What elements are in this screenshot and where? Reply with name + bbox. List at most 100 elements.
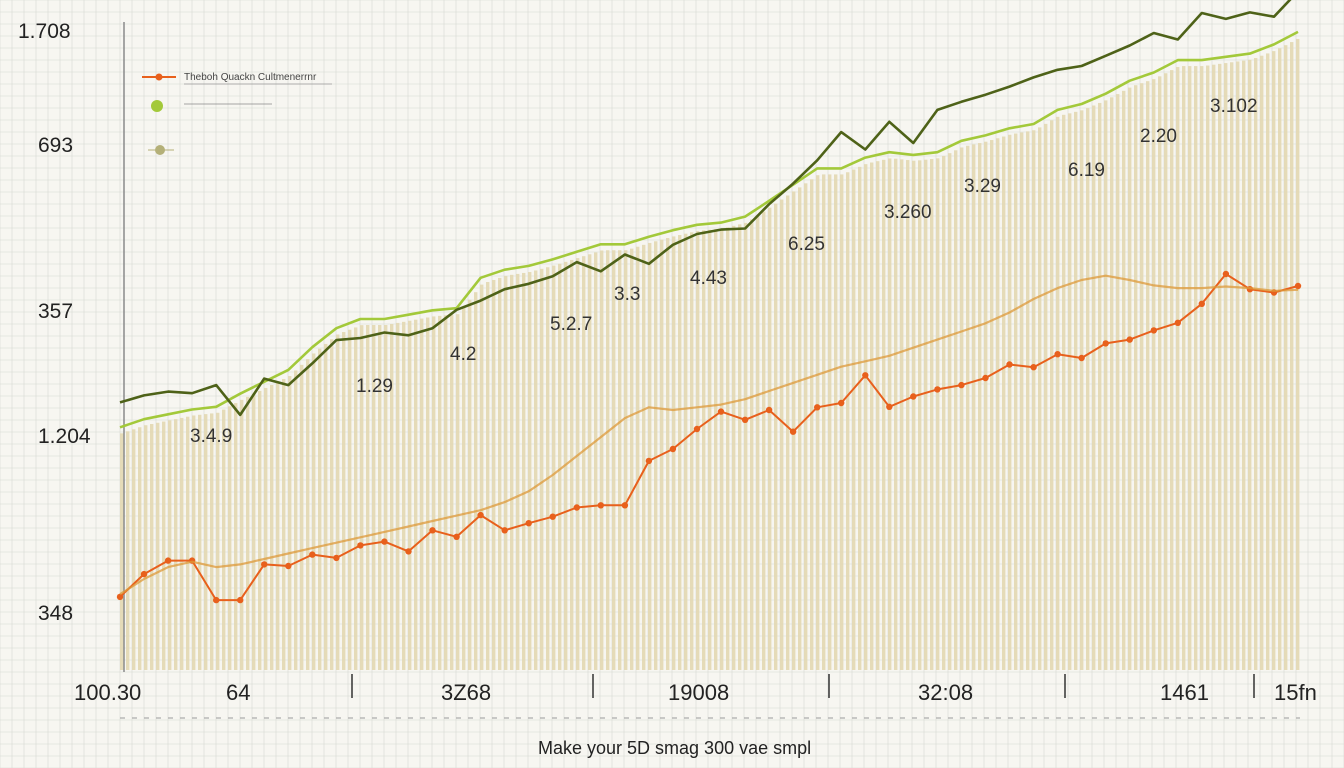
data-point [549, 513, 556, 520]
area-bar [1284, 45, 1288, 670]
data-point [982, 374, 989, 382]
area-bar [900, 159, 904, 670]
area-bar [510, 274, 514, 670]
area-bar [918, 160, 922, 670]
area-bar [888, 158, 892, 671]
area-bar [144, 425, 148, 670]
area-bar [1188, 66, 1192, 671]
area-bar [1266, 53, 1270, 671]
area-bar [714, 229, 718, 670]
area-bar [816, 175, 820, 671]
series-lime [119, 30, 1299, 429]
area-bar [1092, 105, 1096, 671]
area-bar [198, 414, 202, 670]
area-bar [252, 393, 256, 670]
area-bar [474, 292, 478, 670]
series-line-orange-trend [119, 274, 1299, 596]
area-bar [570, 259, 574, 670]
data-point [285, 562, 292, 570]
area-bar [120, 433, 124, 670]
area-bar [1182, 66, 1186, 671]
area-bar [1098, 102, 1102, 671]
data-point [838, 399, 845, 407]
series-orange-trend [119, 274, 1299, 596]
area-bar [504, 275, 508, 670]
data-label: 3.4.9 [190, 426, 232, 447]
area-bar [498, 277, 502, 670]
area-bar [444, 315, 448, 670]
y-tick-label: 348 [38, 602, 73, 625]
data-point [213, 596, 220, 604]
area-bar [984, 141, 988, 671]
data-label: 3.260 [884, 202, 932, 223]
area-bar [648, 242, 652, 670]
area-bar [222, 409, 226, 670]
data-point [789, 428, 797, 435]
data-point [1102, 340, 1109, 347]
area-bar [894, 158, 898, 670]
area-bar [810, 179, 814, 671]
series-orange [116, 270, 1302, 604]
area-bar [972, 144, 976, 671]
area-bar [576, 258, 580, 670]
area-bar [126, 431, 130, 670]
area-bar [384, 325, 388, 670]
x-tick-label: 32:08 [918, 680, 973, 705]
area-bar [582, 256, 586, 670]
area-bar [132, 429, 136, 670]
data-point [501, 527, 508, 534]
data-point [1054, 351, 1061, 358]
area-bar [618, 250, 622, 670]
area-bar [1170, 70, 1174, 671]
area-bar [702, 230, 706, 670]
area-bar [930, 158, 934, 670]
area-bar [138, 427, 142, 670]
area-bar [912, 160, 916, 670]
area-bar [1140, 83, 1144, 671]
area-bar [990, 140, 994, 670]
legend-marker-orange [155, 73, 163, 81]
data-point [1126, 336, 1133, 343]
area-bar [852, 169, 856, 670]
area-bar [1068, 113, 1072, 670]
data-point [669, 445, 677, 453]
area-bar [864, 164, 868, 670]
area-bar [408, 320, 412, 670]
area-bar [636, 246, 640, 670]
area-bar [318, 348, 322, 670]
data-label: 2.20 [1140, 126, 1177, 147]
data-point [1294, 282, 1302, 290]
data-point [693, 425, 701, 433]
data-point [381, 538, 388, 545]
area-bar [726, 227, 730, 670]
data-label: 3.29 [964, 176, 1001, 197]
data-point [405, 548, 412, 555]
area-bar [294, 370, 298, 670]
data-point [1174, 319, 1182, 326]
data-label: 4.43 [690, 268, 727, 289]
x-tick-label: 15fn [1274, 680, 1317, 705]
area-bar [1212, 64, 1216, 670]
data-point [621, 502, 629, 509]
legend: Theboh Quackn Cultmenerrnr [142, 72, 332, 155]
data-point [237, 596, 244, 604]
area-bar [462, 307, 466, 670]
area-bar [156, 422, 160, 670]
area-bar [672, 236, 676, 671]
area-bar [1026, 131, 1030, 670]
area-bar [678, 235, 682, 671]
area-bar [1272, 51, 1276, 670]
data-label: 6.19 [1068, 160, 1105, 181]
area-bar [600, 250, 604, 670]
area-bar [528, 272, 532, 670]
y-tick-label: 357 [38, 300, 73, 323]
area-bar [624, 250, 628, 670]
area-bar [150, 423, 154, 670]
area-bar [768, 207, 772, 670]
data-point [597, 502, 604, 509]
area-bar [552, 265, 556, 670]
area-bar [324, 343, 328, 670]
data-label: 1.29 [356, 376, 393, 397]
area-fill [120, 38, 1300, 671]
